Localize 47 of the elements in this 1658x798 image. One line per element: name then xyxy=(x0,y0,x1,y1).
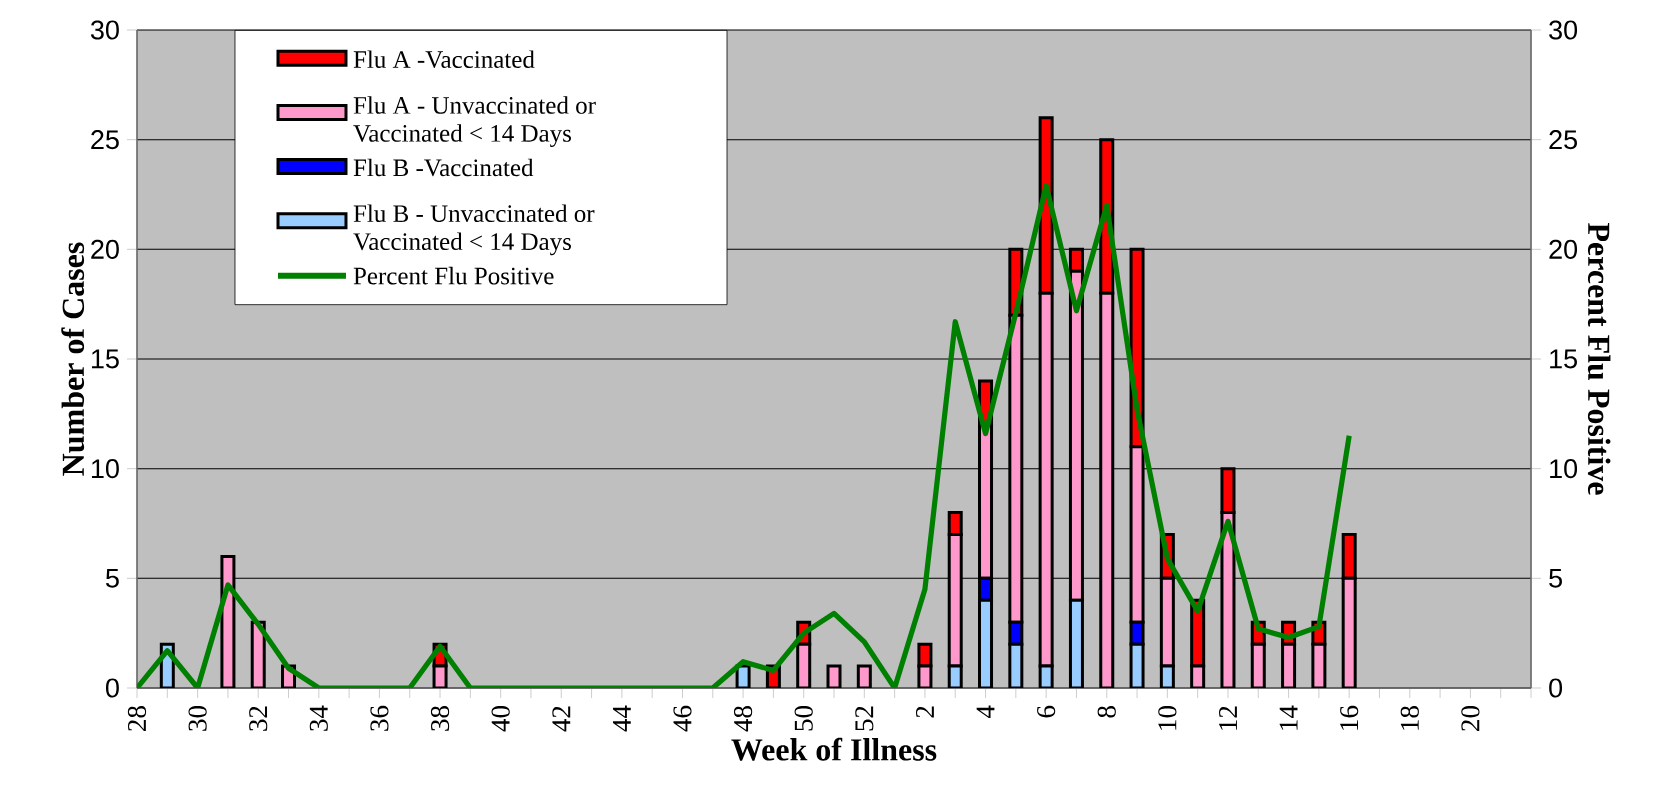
y2-axis-title: Percent Flu Positive xyxy=(1587,222,1611,495)
x-tick-label: 10 xyxy=(1158,706,1177,730)
y2-tick-label: 25 xyxy=(1549,130,1577,150)
x-tick-label: 28 xyxy=(127,706,147,731)
x-tick-label: 2 xyxy=(915,706,934,718)
x-tick-label: 52 xyxy=(855,706,874,731)
x-tick-label: 36 xyxy=(370,705,389,731)
x-tick-label: 44 xyxy=(612,705,631,732)
x-tick-label: 50 xyxy=(794,706,813,731)
y-axis-title: Number of Cases xyxy=(61,242,85,476)
x-tick-label: 12 xyxy=(1219,706,1237,730)
x-tick-label: 16 xyxy=(1340,705,1359,730)
legend-label: Flu B -Vaccinated xyxy=(353,158,534,177)
y2-tick-label: 30 xyxy=(1549,20,1578,40)
bar xyxy=(1129,620,1145,646)
legend-label: Flu A -Vaccinated xyxy=(353,50,535,69)
x-tick-label: 6 xyxy=(1037,705,1056,718)
y-tick-label: 10 xyxy=(91,459,119,479)
x-tick-label: 40 xyxy=(491,706,510,732)
x-tick-label: 34 xyxy=(309,705,328,731)
y-tick-label: 5 xyxy=(105,568,119,588)
x-tick-label: 18 xyxy=(1400,706,1419,730)
x-tick-label: 42 xyxy=(552,706,571,732)
legend-label: Flu A - Unvaccinated or Vaccinated < 14 Days xyxy=(353,96,596,147)
legend-label: Percent Flu Positive xyxy=(353,266,554,285)
y-tick-label: 15 xyxy=(91,349,119,369)
y-tick-label: 25 xyxy=(91,130,119,150)
x-tick-label: 48 xyxy=(733,706,753,732)
x-tick-label: 46 xyxy=(673,705,692,732)
y-tick-label: 20 xyxy=(91,239,119,259)
y2-tick-label: 10 xyxy=(1550,459,1578,479)
x-tick-label: 4 xyxy=(976,705,995,719)
y-tick-label: 0 xyxy=(105,678,119,698)
x-tick-label: 20 xyxy=(1461,706,1480,731)
x-tick-label: 8 xyxy=(1097,706,1116,718)
x-tick-label: 32 xyxy=(249,706,268,731)
x-tick-label: 14 xyxy=(1279,705,1298,730)
y2-tick-label: 5 xyxy=(1549,568,1562,588)
bar xyxy=(1008,620,1024,646)
x-axis-title: Week of Illness xyxy=(731,737,937,761)
y2-tick-label: 15 xyxy=(1550,349,1577,369)
legend-label: Flu B - Unvaccinated or Vaccinated < 14 Days xyxy=(353,204,595,256)
y2-tick-label: 20 xyxy=(1549,239,1578,259)
y-tick-label: 30 xyxy=(90,20,119,40)
x-tick-label: 30 xyxy=(188,706,207,731)
y2-tick-label: 0 xyxy=(1549,678,1563,698)
x-tick-label: 38 xyxy=(430,706,450,731)
